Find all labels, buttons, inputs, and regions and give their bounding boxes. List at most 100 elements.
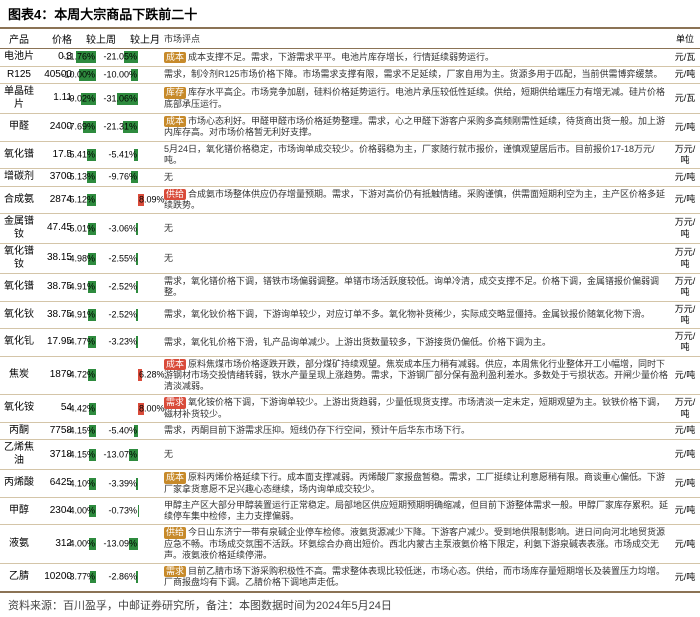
- unit-cell: 元/吨: [670, 169, 700, 187]
- product-cell: 电池片: [0, 49, 38, 67]
- tag: 供给: [164, 189, 186, 200]
- comment-cell: 无: [160, 244, 670, 274]
- product-cell: 氧化钬: [0, 301, 38, 329]
- comment-text: 无: [164, 449, 173, 459]
- product-cell: 氧化镨: [0, 141, 38, 169]
- unit-cell: 万元/吨: [670, 244, 700, 274]
- month-change-cell: -10.00%: [116, 66, 160, 84]
- unit-cell: 元/吨: [670, 440, 700, 470]
- comment-text: 市场心态利好。甲醛甲醛市场价格延势整理。需求，心之甲醛下游客户采购多高频刚需性延…: [164, 116, 665, 137]
- col-header: 单位: [670, 28, 700, 49]
- week-change-cell: -4.72%: [76, 356, 116, 395]
- table-row: 液氨312-4.00%-13.09%供给今日山东济宁一带有泉碱企业停车检修。液氨…: [0, 525, 700, 564]
- table-row: 甲醛2400-7.69%-21.31%成本市场心态利好。甲醛甲醛市场价格延势整理…: [0, 114, 700, 142]
- unit-cell: 元/瓦: [670, 49, 700, 67]
- unit-cell: 万元/吨: [670, 395, 700, 423]
- product-cell: 氧化钆: [0, 329, 38, 357]
- unit-cell: 元/吨: [670, 564, 700, 592]
- table-row: 单晶硅片1.11-9.02%-31.06%库存库存水平高企。市场竞争加剧，硅料价…: [0, 84, 700, 114]
- table-row: 氧化镨38.75-4.91%-2.52%需求，氧化镨价格下调，镨铁市场偏弱调整。…: [0, 274, 700, 302]
- unit-cell: 元/吨: [670, 66, 700, 84]
- tag: 成本: [164, 472, 186, 483]
- month-change-cell: -2.55%: [116, 244, 160, 274]
- product-cell: 氧化镨: [0, 274, 38, 302]
- table-row: 甲醇2304-4.00%-0.73%甲醇主产区大部分甲醇装置运行正常稳定。局部地…: [0, 497, 700, 525]
- tag: 库存: [164, 87, 186, 98]
- tag: 成本: [164, 52, 186, 63]
- month-change-cell: -9.76%: [116, 169, 160, 187]
- table-row: 丙酮7758-4.15%-5.40%需求，丙酮目前下游需求压抑。短线仍存下行空间…: [0, 422, 700, 440]
- table-row: 丙烯酸6425-4.10%-3.39%成本原料丙烯价格延续下行。成本面支撑减弱。…: [0, 470, 700, 498]
- product-cell: 液氨: [0, 525, 38, 564]
- table-row: 电池片0.3-11.76%-21.05%成本成本支撑不足。需求，下游需求平平。电…: [0, 49, 700, 67]
- unit-cell: 万元/吨: [670, 274, 700, 302]
- table-row: R12540500-10.00%-10.00%需求，制冷剂R125市场价格下降。…: [0, 66, 700, 84]
- comment-cell: 需求目前乙腈市场下游采购积极性不高。需求整体表现比较低迷，市场心态。供给，而市场…: [160, 564, 670, 592]
- table-row: 氧化镨钕38.15-4.98%-2.55%无万元/吨: [0, 244, 700, 274]
- table-row: 合成氨2874-5.12%8.09%供给合成氨市场整体供应仍存增量预期。需求，下…: [0, 186, 700, 214]
- comment-text: 甲醇主产区大部分甲醇装置运行正常稳定。局部地区供应短期预期明确缩减，但目前下游整…: [164, 500, 668, 521]
- unit-cell: 元/吨: [670, 470, 700, 498]
- month-change-cell: -13.07%: [116, 440, 160, 470]
- month-change-cell: -21.05%: [116, 49, 160, 67]
- table-row: 氧化钬38.75-4.91%-2.52%需求，氧化钬价格下调，下游询单较少，对应…: [0, 301, 700, 329]
- product-cell: 甲醇: [0, 497, 38, 525]
- comment-text: 5月24日，氧化镨价格稳定，市场询单成交较少。价格弱稳为主，厂家随行就市报价，谨…: [164, 144, 655, 165]
- product-cell: 丙酮: [0, 422, 38, 440]
- week-change-cell: -4.42%: [76, 395, 116, 423]
- comment-cell: 成本原料焦煤市场价格逐跌开跌，部分煤矿持续观望。焦炭成本压力稍有减弱。供应，本周…: [160, 356, 670, 395]
- comment-text: 需求，丙酮目前下游需求压抑。短线仍存下行空间，预计午后华东市场下行。: [164, 425, 470, 435]
- unit-cell: 元/吨: [670, 186, 700, 214]
- month-change-cell: -3.39%: [116, 470, 160, 498]
- product-cell: 增碳剂: [0, 169, 38, 187]
- month-change-cell: -2.52%: [116, 274, 160, 302]
- comment-text: 无: [164, 253, 173, 263]
- comment-text: 原料丙烯价格延续下行。成本面支撑减弱。丙烯酸厂家报盘暂稳。需求，工厂挺续让利意愿…: [164, 472, 665, 493]
- comment-cell: 需求，氧化钆价格下滑，钆产品询单减少。上游出货数量较多，下游接货仍偏低。价格下调…: [160, 329, 670, 357]
- comment-cell: 成本成本支撑不足。需求，下游需求平平。电池片库存增长，行情延续弱势运行。: [160, 49, 670, 67]
- month-change-cell: -5.40%: [116, 422, 160, 440]
- unit-cell: 元/吨: [670, 497, 700, 525]
- comment-text: 需求，氧化钆价格下滑，钆产品询单减少。上游出货数量较多，下游接货仍偏低。价格下调…: [164, 337, 551, 347]
- comment-text: 目前乙腈市场下游采购积极性不高。需求整体表现比较低迷，市场心态。供给，而市场库存…: [164, 566, 665, 587]
- month-change-cell: -2.86%: [116, 564, 160, 592]
- comment-cell: 甲醇主产区大部分甲醇装置运行正常稳定。局部地区供应短期预期明确缩减，但目前下游整…: [160, 497, 670, 525]
- comment-cell: 需求，氧化镨价格下调，镨铁市场偏弱调整。单镨市场活跃度较低。询单冷清，成交支撑不…: [160, 274, 670, 302]
- comment-cell: 无: [160, 440, 670, 470]
- product-cell: 氧化镨钕: [0, 244, 38, 274]
- product-cell: 金属镨钕: [0, 214, 38, 244]
- unit-cell: 元/瓦: [670, 84, 700, 114]
- commodity-table: 产品价格较上周较上月市场评点单位 电池片0.3-11.76%-21.05%成本成…: [0, 27, 700, 593]
- comment-cell: 供给合成氨市场整体供应仍存增量预期。需求，下游对高价仍有抵触情绪。采购谨慎，供需…: [160, 186, 670, 214]
- comment-cell: 需求，制冷剂R125市场价格下降。市场需求支撑有限，需求不足延续，厂家自用为主。…: [160, 66, 670, 84]
- comment-text: 今日山东济宁一带有泉碱企业停车检修。液氨货源减少下降。下游客户减少。受到地供限制…: [164, 527, 665, 560]
- chart-title: 图表4：本周大宗商品下跌前二十: [0, 0, 700, 27]
- product-cell: 合成氨: [0, 186, 38, 214]
- tag: 需求: [164, 397, 186, 408]
- table-row: 焦炭1879-4.72%6.28%成本原料焦煤市场价格逐跌开跌，部分煤矿持续观望…: [0, 356, 700, 395]
- col-header: 市场评点: [160, 28, 670, 49]
- comment-text: 需求，氧化镨价格下调，镨铁市场偏弱调整。单镨市场活跃度较低。询单冷清，成交支撑不…: [164, 276, 659, 297]
- product-cell: R125: [0, 66, 38, 84]
- table-row: 氧化铵54-4.42%8.00%需求氧化铵价格下调，下游询单较少。上游出货趋弱，…: [0, 395, 700, 423]
- table-row: 氧化镨17.5-5.41%-5.41%5月24日，氧化镨价格稳定，市场询单成交较…: [0, 141, 700, 169]
- comment-cell: 需求氧化铵价格下调，下游询单较少。上游出货趋弱，少量低现货支撑。市场清淡一定未定…: [160, 395, 670, 423]
- unit-cell: 万元/吨: [670, 301, 700, 329]
- table-row: 金属镨钕47.45-5.01%-3.06%无万元/吨: [0, 214, 700, 244]
- unit-cell: 元/吨: [670, 356, 700, 395]
- week-change-cell: -5.12%: [76, 186, 116, 214]
- comment-text: 成本支撑不足。需求，下游需求平平。电池片库存增长，行情延续弱势运行。: [188, 52, 494, 62]
- product-cell: 丙烯酸: [0, 470, 38, 498]
- comment-cell: 成本市场心态利好。甲醛甲醛市场价格延势整理。需求，心之甲醛下游客户采购多高频刚需…: [160, 114, 670, 142]
- product-cell: 甲醛: [0, 114, 38, 142]
- col-header: 价格: [38, 28, 76, 49]
- month-change-cell: -21.31%: [116, 114, 160, 142]
- product-cell: 乙烯焦油: [0, 440, 38, 470]
- unit-cell: 万元/吨: [670, 329, 700, 357]
- unit-cell: 元/吨: [670, 114, 700, 142]
- month-change-cell: -13.09%: [116, 525, 160, 564]
- month-change-cell: 6.28%: [116, 356, 160, 395]
- comment-text: 无: [164, 172, 173, 182]
- comment-text: 合成氨市场整体供应仍存增量预期。需求，下游对高价仍有抵触情绪。采购谨慎，供需面短…: [164, 189, 665, 210]
- month-change-cell: -31.06%: [116, 84, 160, 114]
